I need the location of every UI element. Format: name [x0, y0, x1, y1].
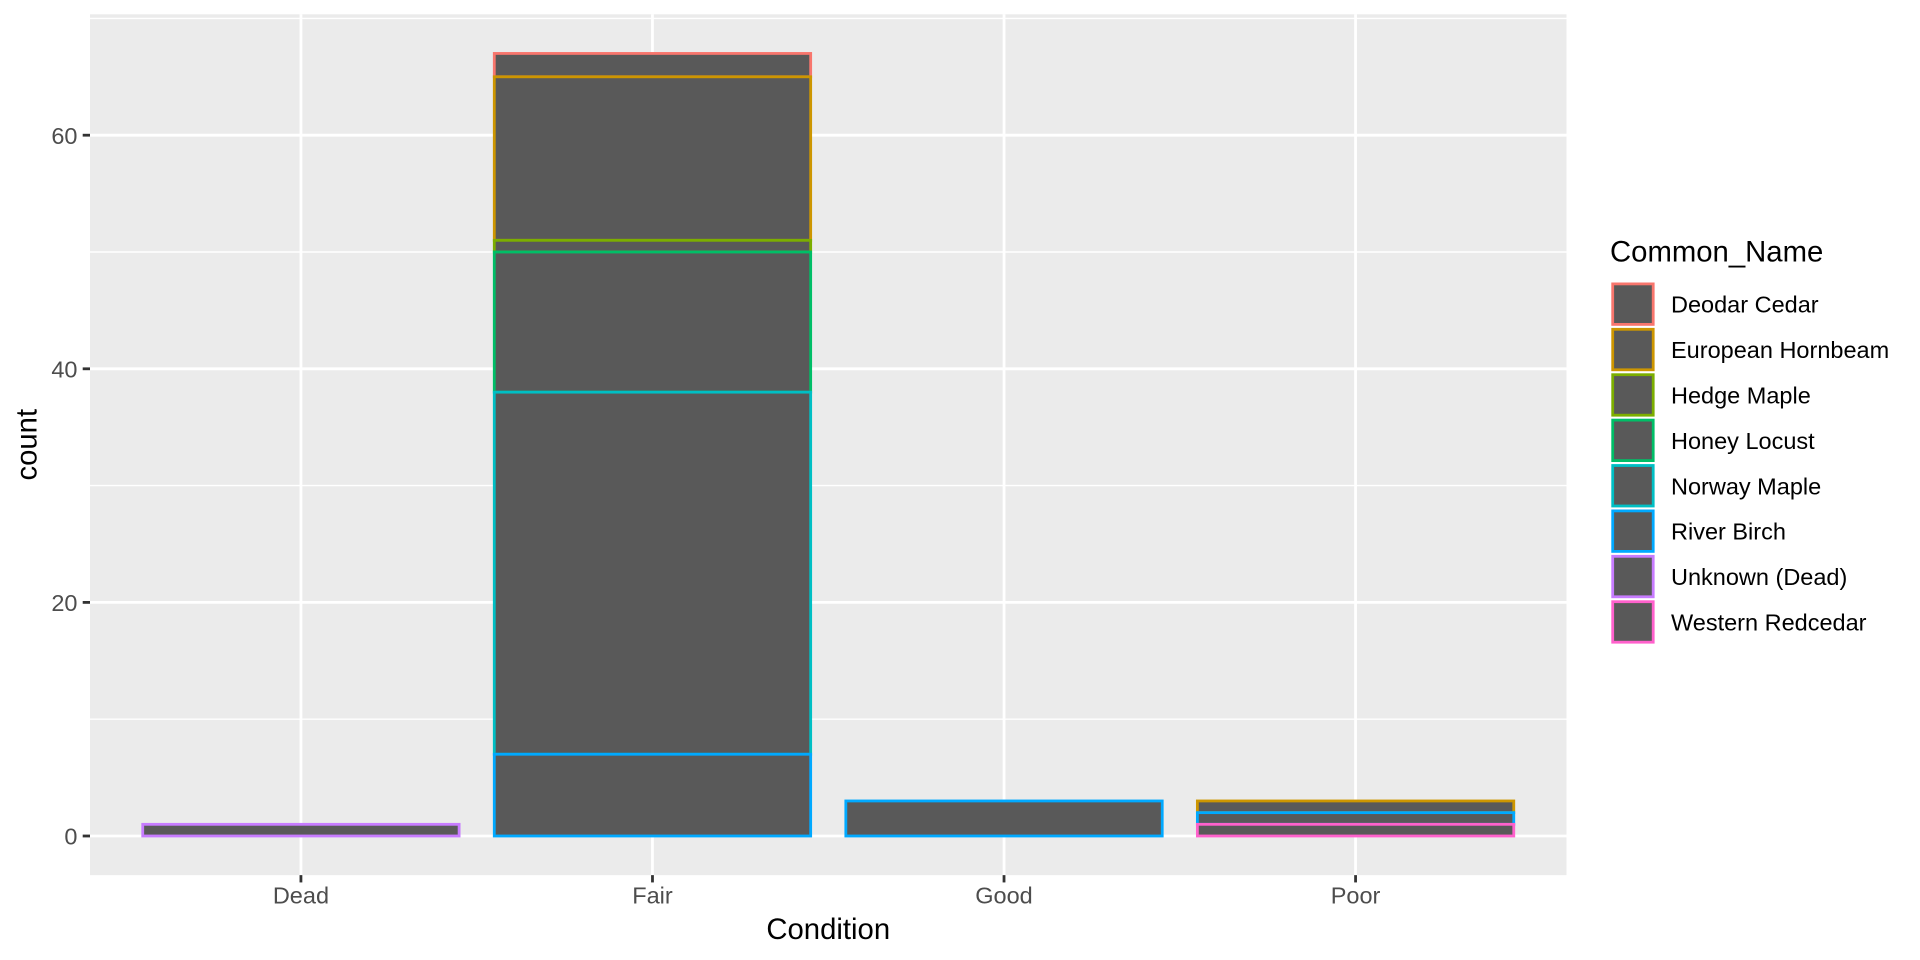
svg-text:60: 60 — [51, 123, 77, 149]
svg-text:Poor: Poor — [1331, 883, 1381, 909]
svg-text:0: 0 — [64, 824, 77, 850]
svg-text:European Hornbeam: European Hornbeam — [1671, 337, 1889, 363]
svg-text:Dead: Dead — [273, 883, 329, 909]
svg-text:Norway Maple: Norway Maple — [1671, 473, 1821, 499]
svg-text:Hedge Maple: Hedge Maple — [1671, 383, 1811, 409]
svg-text:Unknown (Dead): Unknown (Dead) — [1671, 564, 1847, 590]
svg-text:Condition: Condition — [766, 913, 890, 946]
svg-text:20: 20 — [51, 590, 77, 616]
svg-text:Good: Good — [975, 883, 1033, 909]
svg-text:Honey Locust: Honey Locust — [1671, 428, 1815, 454]
svg-text:count: count — [11, 409, 44, 481]
svg-text:Fair: Fair — [632, 883, 673, 909]
svg-text:Deodar Cedar: Deodar Cedar — [1671, 292, 1819, 318]
svg-text:Common_Name: Common_Name — [1610, 236, 1823, 269]
svg-text:River Birch: River Birch — [1671, 519, 1786, 545]
svg-text:40: 40 — [51, 356, 77, 382]
svg-text:Western Redcedar: Western Redcedar — [1671, 610, 1867, 636]
